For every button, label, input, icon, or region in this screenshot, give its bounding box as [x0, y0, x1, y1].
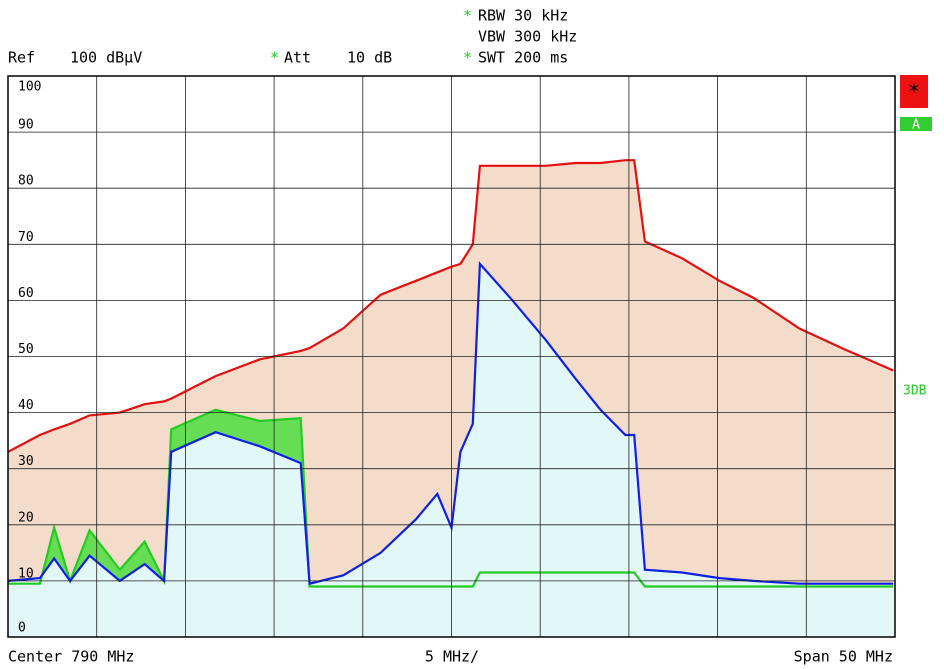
trace-box: [900, 117, 932, 131]
marker-label: 3DB: [903, 384, 927, 399]
ref-label: Ref: [8, 49, 35, 67]
status-box: [900, 75, 928, 108]
vbw: VBW 300 kHz: [478, 28, 577, 46]
trace-area: [8, 263, 894, 637]
y-tick-label: 60: [18, 286, 34, 301]
y-tick-label: 80: [18, 174, 34, 189]
y-tick-label: 40: [18, 398, 34, 413]
div: 5 MHz/: [425, 648, 479, 666]
star: *: [908, 80, 920, 104]
trace-label: A: [912, 118, 920, 133]
span: Span 50 MHz: [794, 648, 893, 666]
ref-value: 100 dBµV: [70, 49, 142, 67]
rbw: RBW 30 kHz: [478, 7, 568, 25]
star: *: [463, 7, 472, 25]
y-tick-label: 20: [18, 510, 34, 525]
trace-line: [7, 261, 894, 586]
y-tick-label: 10: [18, 566, 34, 581]
star: *: [463, 49, 472, 67]
swt: SWT 200 ms: [478, 49, 568, 67]
y-tick-label: 30: [18, 454, 34, 469]
frame: [7, 75, 896, 638]
trace-line: [7, 159, 894, 453]
plot: 0 10 20 30 40 50 60 70 80 90 100: [7, 75, 896, 638]
y-tick-label: 100: [18, 80, 41, 95]
y-tick-label: 90: [18, 118, 34, 133]
y-tick-label: 0: [18, 621, 26, 636]
y-tick-label: 50: [18, 342, 34, 357]
center: Center 790 MHz: [8, 648, 134, 666]
star: *: [270, 49, 279, 67]
y-tick-label: 70: [18, 230, 34, 245]
att-value: 10 dB: [347, 49, 392, 67]
trace-line: [8, 408, 894, 588]
att-label: Att: [284, 49, 311, 67]
